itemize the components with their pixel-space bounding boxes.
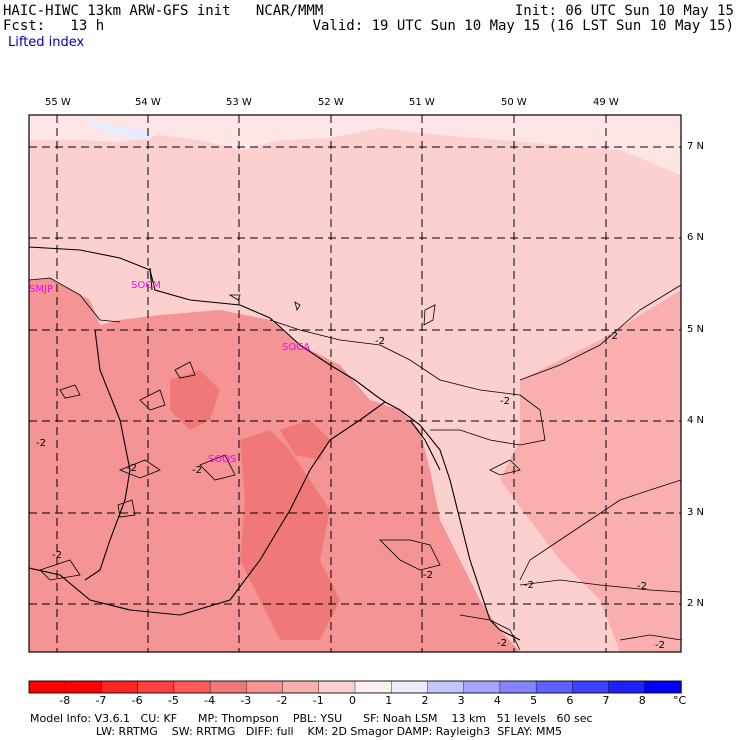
station-soos: SOOS <box>208 454 236 465</box>
coastline <box>29 246 521 641</box>
colorbar-tick-label: -1 <box>312 694 324 707</box>
init-time: Init: 06 UTC Sun 10 May 15 <box>514 3 734 19</box>
contour-label: -2 <box>524 580 534 591</box>
graticule <box>29 115 681 652</box>
colorbar-swatch <box>246 680 284 694</box>
colorbar <box>28 680 682 694</box>
contour-label: -2 <box>497 638 507 649</box>
colorbar-tick-label: 8 <box>638 694 646 707</box>
colorbar-tick-label: -5 <box>167 694 179 707</box>
colorbar-swatch <box>354 680 392 694</box>
colorbar-tick-label: 3 <box>457 694 465 707</box>
contour-label: -2 <box>500 396 510 407</box>
contour-label: -2 <box>375 336 385 347</box>
colorbar-swatch <box>499 680 537 694</box>
colorbar-tick-label: 6 <box>566 694 574 707</box>
lon-label-51w: 51 W <box>409 97 435 108</box>
colorbar-swatch <box>572 680 610 694</box>
core-m4-a <box>240 430 340 640</box>
contour-label: -2 <box>127 463 137 474</box>
footer-line2: LW: RRTMG SW: RRTMG DIFF: full KM: 2D Sm… <box>96 725 562 738</box>
title-left: HAIC-HIWC 13km ARW-GFS init NCAR/MMM <box>3 3 324 19</box>
contour-label: -2 <box>637 581 647 592</box>
colorbar-swatch <box>391 680 429 694</box>
colorbar-tick-label: 5 <box>530 694 538 707</box>
contour-label-group: -2 -2 -2 -2 -2 -2 -2 -2 -2 -2 -2 -2 <box>36 331 665 651</box>
lon-label-54w: 54 W <box>135 97 161 108</box>
colorbar-swatch <box>282 680 320 694</box>
lon-label-53w: 53 W <box>226 97 252 108</box>
colorbar-tick-label: -2 <box>276 694 288 707</box>
valid-time: Valid: 19 UTC Sun 10 May 15 (16 LST Sun … <box>312 18 734 34</box>
colorbar-tick-label: 4 <box>493 694 501 707</box>
colorbar-swatch <box>28 680 66 694</box>
station-group: SMJP SOCM SOCA SOOS <box>29 280 310 465</box>
core-m4-b <box>170 370 220 430</box>
colorbar-swatch <box>101 680 139 694</box>
ocean-m3-east <box>500 290 681 652</box>
colorbar-swatch <box>209 680 248 694</box>
blue-patch <box>85 118 154 140</box>
contour-lines <box>29 277 681 651</box>
map-frame <box>28 114 682 653</box>
station-soca: SOCA <box>282 342 310 353</box>
colorbar-tick-label: -7 <box>95 694 107 707</box>
lat-label-2n: 2 N <box>687 598 705 609</box>
colorbar-swatch <box>173 680 211 694</box>
colorbar-swatch <box>535 680 574 694</box>
colorbar-swatch <box>137 680 175 694</box>
contour-label: -2 <box>192 465 202 476</box>
lat-label-7n: 7 N <box>687 141 705 152</box>
colorbar-tick-label: -6 <box>131 694 143 707</box>
colorbar-swatch <box>427 680 465 694</box>
core-m4-c <box>280 420 330 460</box>
contour-label: -2 <box>36 438 46 449</box>
lon-label-55w: 55 W <box>45 97 71 108</box>
colorbar-tick-label: -3 <box>240 694 252 707</box>
contour-label: -2 <box>52 550 62 561</box>
field-name: Lifted index <box>8 35 85 50</box>
lat-label-3n: 3 N <box>687 507 705 518</box>
colorbar-swatch <box>608 680 646 694</box>
colorbar-swatch <box>65 680 103 694</box>
lon-label-52w: 52 W <box>318 97 344 108</box>
footer-line1: Model Info: V3.6.1 CU: KF MP: Thompson P… <box>30 712 593 725</box>
colorbar-tick-label: -8 <box>59 694 71 707</box>
colorbar-swatch <box>318 680 356 694</box>
colorbar-swatch <box>644 680 682 694</box>
station-socm: SOCM <box>131 280 161 291</box>
colorbar-swatch <box>463 680 501 694</box>
lat-label-6n: 6 N <box>687 232 705 243</box>
colorbar-tick-label: 2 <box>421 694 429 707</box>
contour-label: -2 <box>423 570 433 581</box>
forecast-hour: Fcst: 13 h <box>3 18 105 34</box>
light-north-band <box>29 115 681 175</box>
contour-label: -2 <box>608 331 618 342</box>
station-smjp: SMJP <box>29 284 53 295</box>
colorbar-tick-label: -4 <box>204 694 216 707</box>
contour-label: -2 <box>655 640 665 651</box>
colorbar-tick-label: 0 <box>349 694 356 707</box>
colorbar-tick-label: 1 <box>385 694 393 707</box>
colorbar-tick-label: 7 <box>602 694 610 707</box>
lat-label-5n: 5 N <box>687 324 705 335</box>
lon-label-50w: 50 W <box>501 97 527 108</box>
lat-label-4n: 4 N <box>687 415 705 426</box>
colorbar-unit: °C <box>673 694 687 707</box>
lon-label-49w: 49 W <box>593 97 619 108</box>
